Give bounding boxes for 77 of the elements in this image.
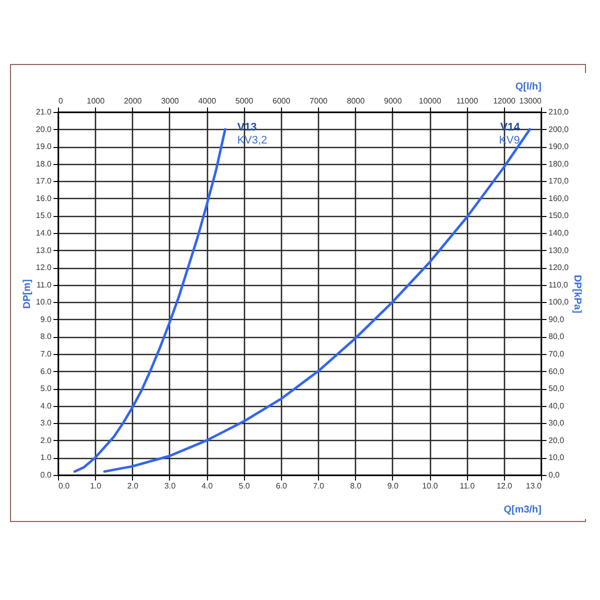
x2-tick-label: 12000: [493, 96, 516, 106]
y-tick-label: 15.0: [36, 211, 52, 220]
y-tick-label: 16.0: [36, 194, 52, 203]
y-tick-label: 11.0: [36, 280, 52, 290]
y-tick-label: 6.0: [40, 366, 52, 376]
y-tick-label: 2.0: [40, 436, 52, 445]
y-tick-label: 14.0: [36, 228, 52, 238]
y-tick-label: 5.0: [40, 384, 52, 394]
line-series: [73, 128, 226, 473]
y2-tick-label: 150,0: [548, 211, 570, 220]
y2-axis-title: DP[kPa]: [572, 274, 583, 314]
y2-tick-label: 160,0: [548, 194, 570, 203]
x-tick-label: 13.0: [526, 482, 542, 490]
x2-tick-label: 2000: [124, 96, 142, 106]
y-tick-label: 0.0: [40, 470, 52, 480]
y-tick-label: 12.0: [36, 263, 52, 272]
y-tick-label: 19.0: [36, 142, 52, 152]
y-tick-label: 8.0: [40, 332, 52, 342]
y-tick-label: 18.0: [36, 159, 52, 168]
x2-tick-label: 5000: [235, 96, 254, 106]
y2-tick-label: 10,0: [548, 453, 565, 462]
x-tick-label: 9.0: [387, 482, 399, 490]
y2-tick-label: 60,0: [548, 366, 565, 376]
x2-tick-label: 9000: [384, 96, 402, 106]
y-tick-label: 1.0: [40, 453, 52, 462]
x-tick-label: 11.0: [460, 482, 476, 490]
y-tick-label: 20.0: [36, 124, 52, 134]
x2-tick-label: 8000: [346, 96, 366, 106]
x-tick-label: 2.0: [127, 482, 139, 490]
x2-tick-label: 11000: [456, 96, 479, 106]
y2-tick-label: 100,0: [548, 298, 570, 307]
y2-tick-label: 80,0: [548, 332, 565, 342]
y2-tick-label: 0,0: [548, 470, 560, 480]
x-tick-label: 12.0: [496, 482, 513, 490]
x-tick-label: 7.0: [313, 482, 325, 490]
x2-tick-label: 10000: [418, 96, 442, 106]
y-tick-label: 7.0: [40, 350, 52, 358]
y2-tick-label: 110,0: [548, 280, 568, 290]
y-tick-label: 3.0: [40, 418, 52, 428]
x2-tick-label: 7000: [310, 96, 328, 106]
y2-tick-label: 40,0: [548, 401, 565, 410]
y2-tick-label: 30,0: [548, 418, 565, 428]
y2-tick-label: 50,0: [548, 384, 565, 394]
x2-tick-label: 1000: [86, 96, 106, 106]
x-tick-label: 3.0: [164, 482, 176, 490]
y-tick-label: 9.0: [40, 314, 52, 324]
x-tick-label: 8.0: [350, 482, 362, 490]
x-tick-label: 0.0: [58, 482, 70, 490]
y2-tick-label: 170,0: [548, 176, 570, 186]
y2-tick-label: 70,0: [548, 350, 565, 358]
y2-tick-label: 90,0: [548, 314, 565, 324]
y-axis-title: DP[m]: [22, 279, 33, 309]
x2-axis-title: Q[l/h]: [515, 82, 542, 92]
x-tick-label: 6.0: [276, 482, 288, 490]
x2-tick-label: 0: [58, 96, 64, 106]
y-tick-label: 10.0: [36, 298, 52, 307]
y-tick-label: 13.0: [36, 246, 52, 255]
y2-tick-label: 200,0: [548, 124, 570, 134]
x2-tick-label: 6000: [272, 96, 291, 106]
x2-tick-label: 4000: [198, 96, 217, 106]
y2-tick-label: 20,0: [548, 436, 565, 445]
y2-tick-label: 210,0: [548, 108, 570, 116]
y2-tick-label: 190,0: [548, 142, 570, 152]
x2-tick-label: 13000: [519, 96, 542, 106]
y2-tick-label: 140,0: [548, 228, 570, 238]
y2-tick-label: 120,0: [548, 263, 570, 272]
y-tick-label: 4.0: [40, 401, 52, 410]
y2-tick-label: 180,0: [548, 159, 570, 168]
x-tick-label: 4.0: [202, 482, 214, 490]
y-tick-label: 21.0: [36, 108, 52, 116]
x-axis-title: Q[m3/h]: [504, 504, 542, 516]
x2-tick-label: 3000: [161, 96, 180, 106]
x-tick-label: 5.0: [238, 482, 250, 490]
y-tick-label: 17.0: [36, 176, 52, 186]
y2-tick-label: 130,0: [548, 246, 570, 255]
x-tick-label: 10.0: [422, 482, 438, 490]
x-tick-label: 1.0: [90, 482, 102, 490]
